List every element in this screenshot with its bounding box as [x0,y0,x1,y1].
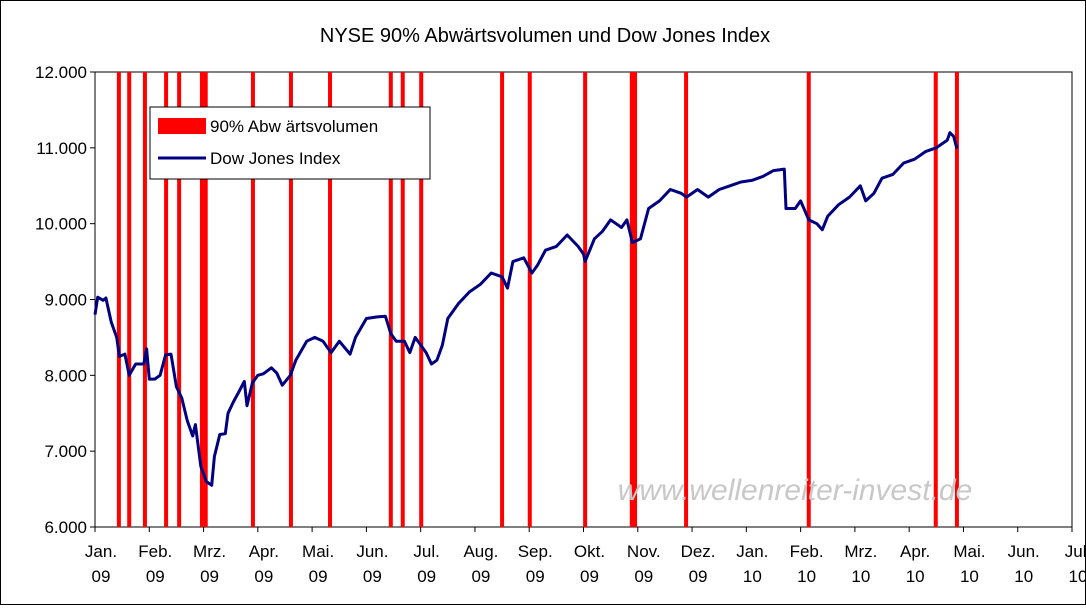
x-tick-label: Aug. 09 [463,542,498,586]
x-tick-label: Apr. 09 [249,542,279,586]
down-volume-bar [116,72,121,527]
x-tick-label: Jun. 09 [356,542,388,586]
y-tick-label: 8.000 [44,366,87,385]
down-volume-bar [250,72,255,527]
x-tick-label: Jan. 09 [85,542,117,586]
down-volume-bar [629,72,634,527]
legend-label: Dow Jones Index [210,149,341,168]
down-volume-bar [500,72,505,527]
down-volume-bar [933,72,938,527]
legend-label: 90% Abw ärtsvolumen [210,117,378,136]
y-tick-label: 12.000 [35,63,87,82]
x-tick-label: Nov. 09 [627,542,661,586]
y-tick-label: 7.000 [44,442,87,461]
y-tick-label: 6.000 [44,518,87,537]
down-volume-bar [583,72,588,527]
x-tick-label: Jul. 09 [413,542,439,586]
watermark: www.wellenreiter-invest.de [618,474,973,507]
x-tick-label: Dez. 09 [681,542,716,586]
down-volume-bar [806,72,811,527]
x-tick-label: Sep. 09 [518,542,553,586]
down-volume-bar [164,72,169,527]
down-volume-bar [419,72,424,527]
down-volume-bar [127,72,132,527]
down-volume-bar [633,72,638,527]
x-tick-label: Mrz. 10 [844,542,877,586]
x-tick-label: Feb. 10 [790,542,824,586]
x-tick-label: Apr. 10 [900,542,930,586]
legend-swatch [158,118,206,134]
x-tick-label: Mrz. 09 [193,542,226,586]
down-volume-bar [388,72,393,527]
down-volume-bar [177,72,182,527]
x-tick-label: Jan. 10 [736,542,768,586]
y-tick-label: 11.000 [36,139,87,158]
down-volume-bar [203,72,208,527]
down-volume-bar [328,72,333,527]
down-volume-bar [527,72,532,527]
down-volume-bar [142,72,147,527]
y-tick-label: 10.000 [35,215,87,234]
down-volume-bar [199,72,204,527]
x-tick-label: Jun. 10 [1008,542,1040,586]
down-volume-bar [288,72,293,527]
down-volume-bar [684,72,689,527]
x-tick-label: Okt. 09 [574,542,605,586]
x-tick-label: Mai. 10 [953,542,985,586]
x-tick-label: Jul.10 [1065,542,1086,586]
down-volume-bar [954,72,959,527]
y-tick-label: 9.000 [44,291,87,310]
x-tick-label: Mai. 09 [302,542,334,586]
legend: 90% Abw ärtsvolumen Dow Jones Index [149,106,431,180]
down-volume-bar [400,72,405,527]
dow-line [93,131,959,487]
chart-title: NYSE 90% Abwärtsvolumen und Dow Jones In… [320,25,770,47]
x-tick-label: Feb. 09 [138,542,172,586]
